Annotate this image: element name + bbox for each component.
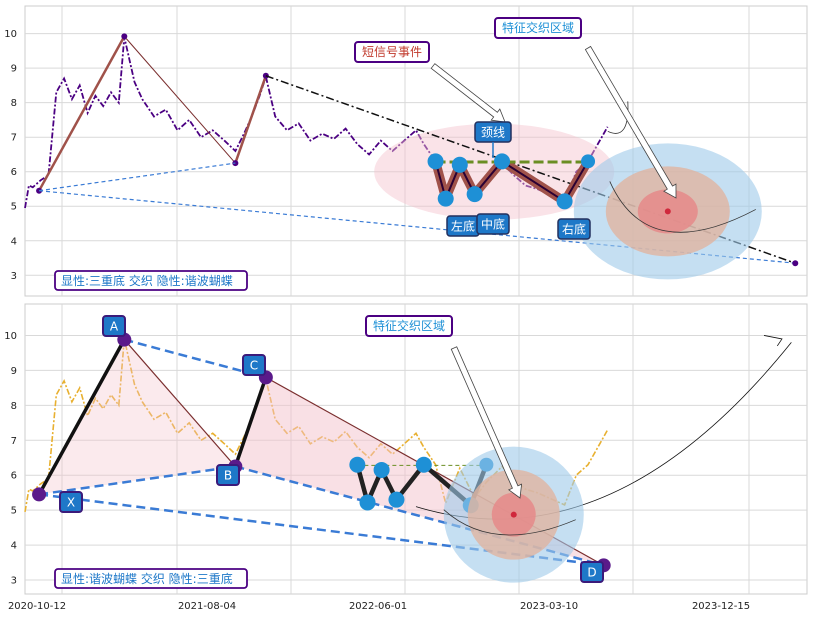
top-triple-bottom-point — [427, 153, 444, 170]
bottom-triple-bottom-point — [415, 456, 432, 473]
bottom-zone-center — [510, 511, 517, 518]
top-triple-bottom-point — [466, 186, 483, 203]
x-tick-label: 2021-08-04 — [178, 601, 236, 612]
top-bottom-label-text: 左底 — [451, 219, 475, 234]
x-tick-label: 2023-12-15 — [692, 601, 750, 612]
top-zone-center — [664, 208, 671, 215]
bottom-pivot-label: A — [110, 320, 119, 334]
bottom-xab-area — [39, 339, 236, 495]
top-bottom-label-text: 右底 — [562, 222, 586, 237]
top-triple-bottom-point — [494, 153, 511, 170]
bottom-zone-arrow — [450, 346, 523, 499]
bottom-retracement-line — [38, 493, 604, 567]
top-triple-bottom-point — [437, 190, 454, 207]
top-y-tick-label: 4 — [11, 236, 17, 247]
bottom-pivot-label: X — [67, 496, 75, 510]
top-zone-callout-text: 特征交织区域 — [502, 20, 574, 35]
bottom-y-tick-label: 4 — [11, 541, 17, 552]
x-tick-label: 2023-03-10 — [520, 601, 578, 612]
top-zone-arc — [607, 101, 629, 134]
bottom-y-tick-label: 6 — [11, 471, 17, 482]
top-y-tick-label: 9 — [11, 64, 17, 75]
bottom-retracement-line — [235, 465, 605, 567]
bottom-y-tick-label: 10 — [4, 331, 17, 342]
top-signal-arrow — [430, 63, 506, 123]
bottom-pivot-label-box — [59, 491, 83, 513]
top-y-tick-label: 8 — [11, 98, 17, 109]
top-y-tick-label: 5 — [11, 202, 17, 213]
bottom-pivot-point — [32, 487, 47, 502]
bottom-pivot-label: C — [250, 359, 258, 373]
bottom-pivot-label: B — [224, 469, 232, 483]
bottom-zone-arc — [443, 509, 576, 536]
bottom-legend-box — [54, 568, 248, 589]
top-bottom-label-box — [557, 218, 591, 240]
bottom-xabcd-leg — [123, 339, 236, 467]
bottom-projection-arrow — [763, 335, 783, 347]
bottom-pivot-label-box — [216, 464, 240, 486]
top-y-tick-label: 10 — [4, 29, 17, 40]
top-signal-callout-text: 短信号事件 — [362, 45, 422, 59]
top-neckline-label-text: 颈线 — [481, 126, 505, 140]
bottom-plot-area — [24, 303, 808, 595]
bottom-zone-callout-box — [365, 315, 453, 337]
top-legend-text: 显性:三重底 交织 隐性:谐波蝴蝶 — [61, 273, 233, 288]
bottom-pivot-label-box — [102, 315, 126, 337]
top-triple-bottom-point — [581, 154, 596, 169]
bottom-retracement-line — [123, 338, 267, 379]
top-legend-box — [54, 270, 248, 291]
bottom-triple-bottom-point — [349, 456, 366, 473]
bottom-y-tick-label: 8 — [11, 401, 17, 412]
bottom-pivot-label-box — [580, 561, 604, 583]
bottom-zone-callout-text: 特征交织区域 — [373, 318, 445, 333]
top-zigzag-leg — [234, 75, 268, 164]
bottom-y-tick-label: 9 — [11, 366, 17, 377]
top-signal-callout-box — [354, 41, 430, 63]
bottom-y-tick-label: 3 — [11, 576, 17, 587]
top-support-line — [38, 162, 236, 192]
bottom-legend-text: 显性:谐波蝴蝶 交织 隐性:三重底 — [61, 571, 233, 586]
top-zone-arrow — [584, 45, 677, 199]
top-triple-bottom-point — [451, 156, 468, 173]
top-zigzag-leg — [123, 36, 236, 164]
top-zigzag-leg — [37, 35, 126, 192]
top-zigzag-point — [121, 33, 128, 40]
bottom-xabcd-leg — [233, 376, 268, 468]
top-triple-bottom-point — [556, 193, 573, 210]
x-tick-label: 2020-10-12 — [8, 601, 66, 612]
bottom-triple-bottom-point — [373, 461, 390, 478]
top-y-tick-label: 7 — [11, 133, 17, 144]
top-trend-end-point — [792, 260, 799, 267]
top-bottom-label-box — [476, 213, 510, 235]
bottom-triple-bottom-point — [359, 494, 376, 511]
x-tick-label: 2022-06-01 — [349, 601, 407, 612]
bottom-y-tick-label: 5 — [11, 506, 17, 517]
top-zone-callout-box — [494, 17, 582, 39]
bottom-pivot-label-box — [242, 354, 266, 376]
bottom-triple-bottom-point — [388, 491, 405, 508]
bottom-y-tick-label: 7 — [11, 436, 17, 447]
bottom-pivot-label: D — [587, 566, 596, 580]
top-y-tick-label: 3 — [11, 271, 17, 282]
bottom-retracement-line — [38, 465, 236, 496]
top-zone-arc — [609, 181, 756, 233]
top-bottom-label-text: 中底 — [481, 217, 505, 232]
bottom-xabcd-leg — [37, 338, 126, 496]
top-y-tick-label: 6 — [11, 167, 17, 178]
